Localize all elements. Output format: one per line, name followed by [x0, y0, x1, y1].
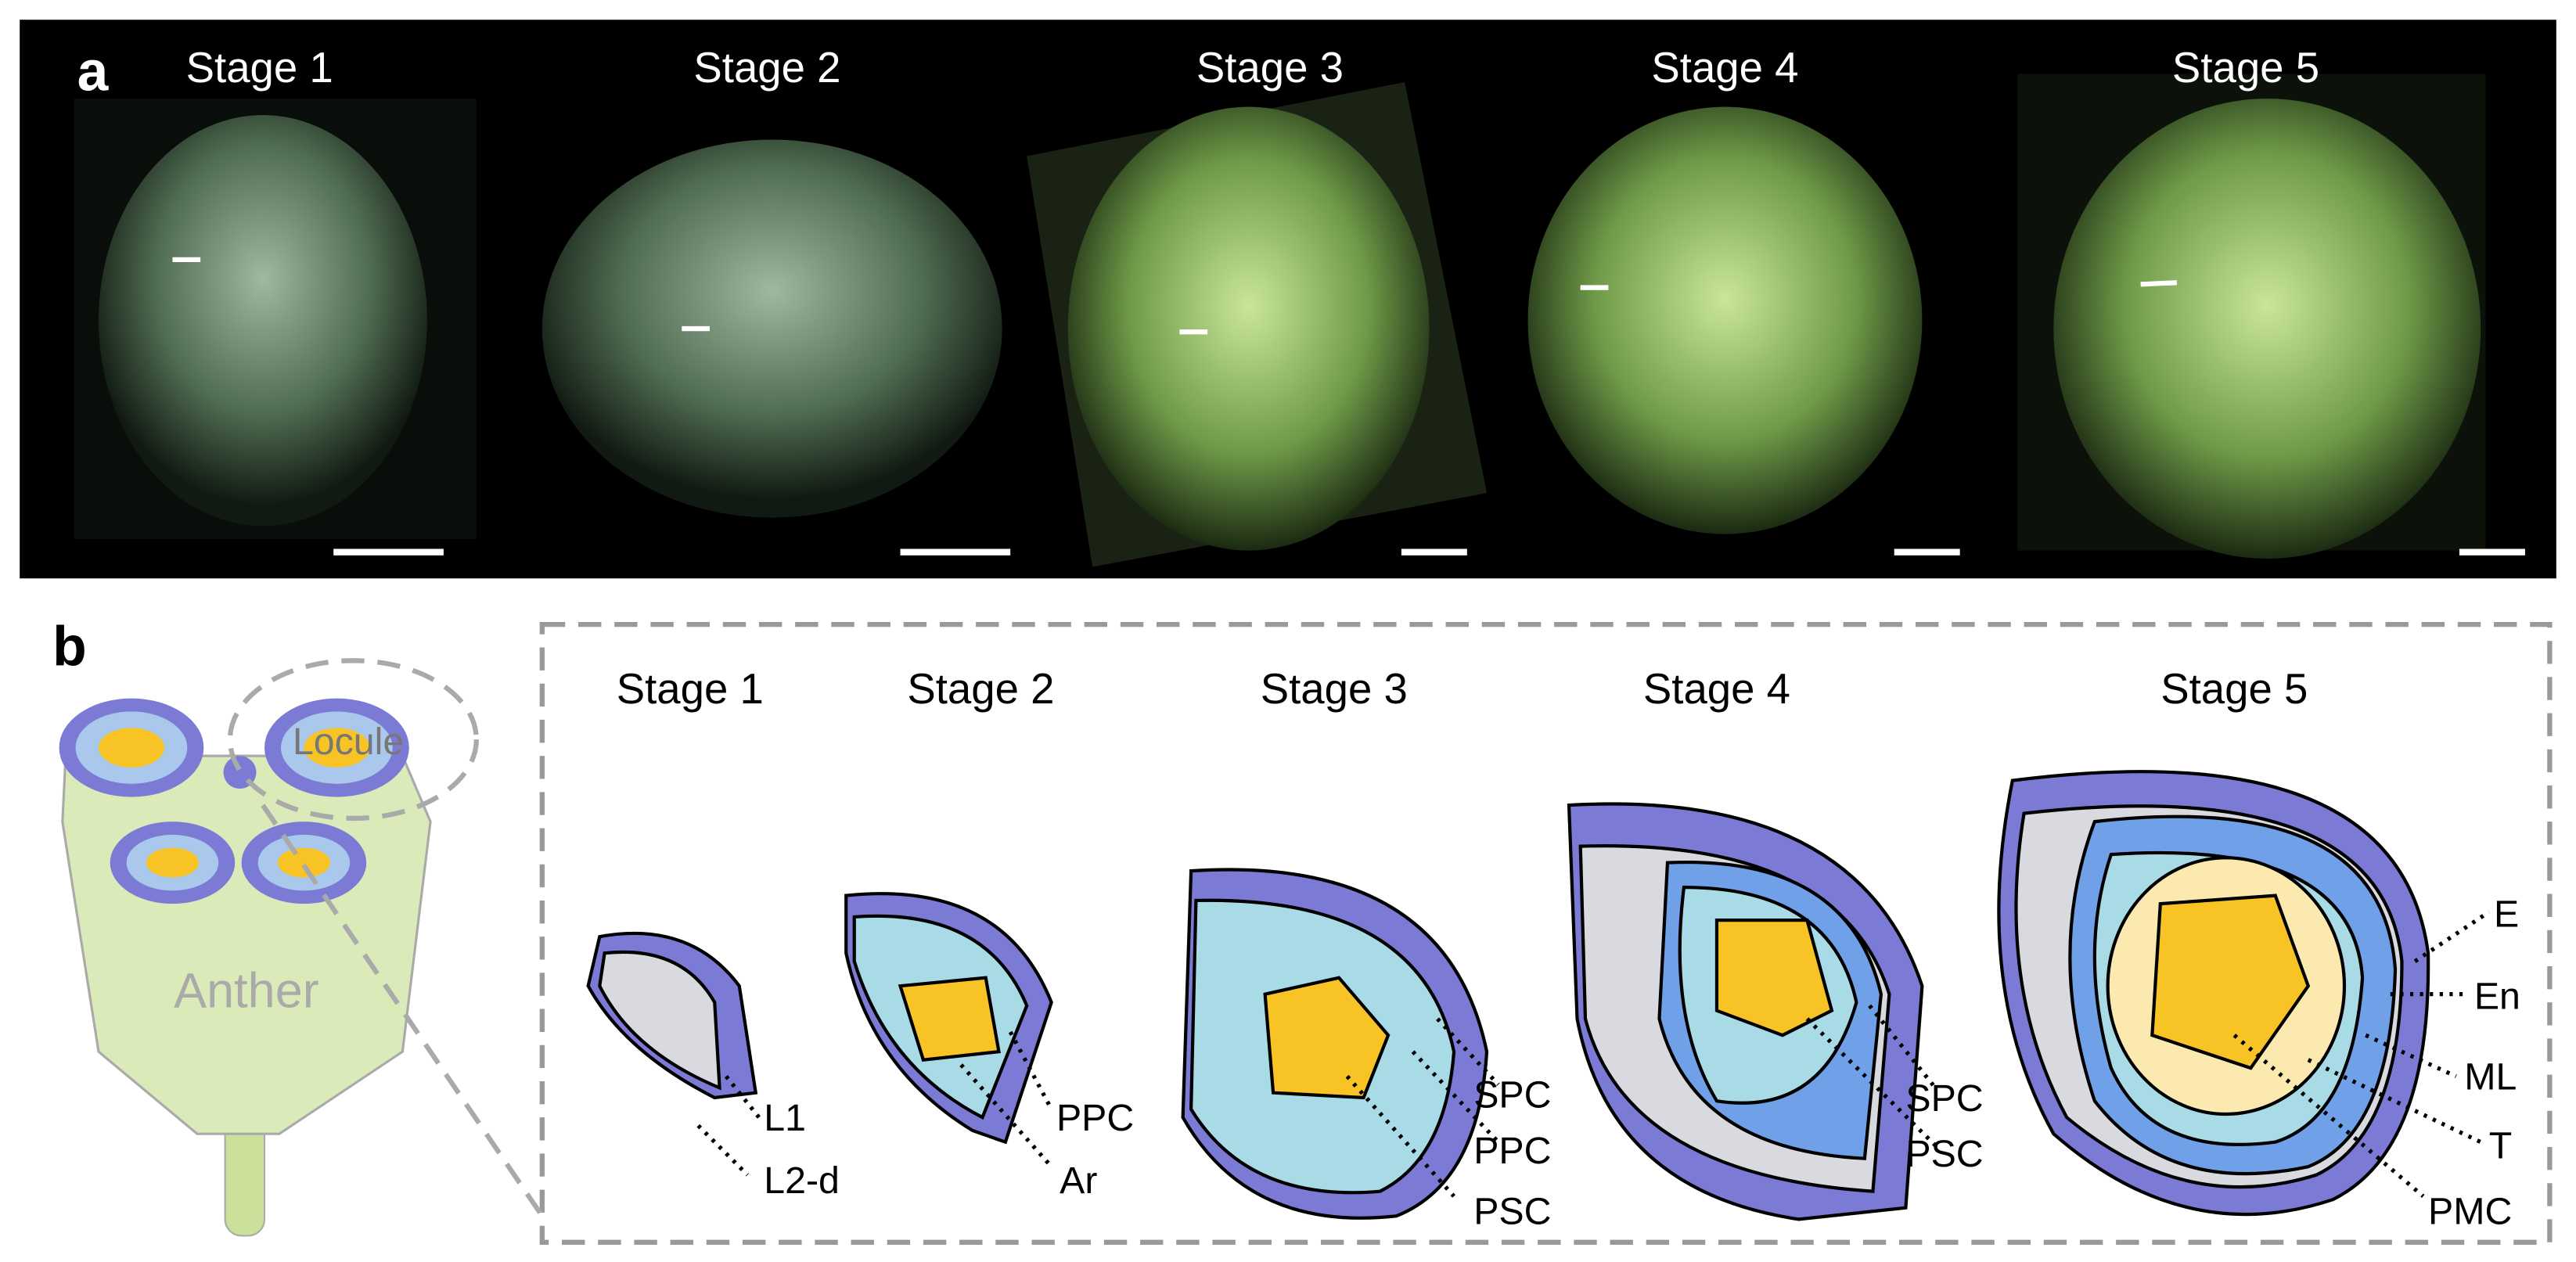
cell-label: PSC: [1905, 1133, 1983, 1175]
cell-label: PPC: [1473, 1130, 1551, 1172]
cell-diagrams: [586, 770, 2430, 1221]
stage-title: Stage 5: [2172, 44, 2319, 92]
anther-label: Anther: [174, 963, 319, 1018]
anther-drawing: [59, 658, 545, 1237]
stage-title: Stage 3: [1196, 44, 1344, 92]
cell-label: PMC: [2428, 1191, 2512, 1233]
cell-label: PPC: [1056, 1097, 1134, 1139]
cell-label: PSC: [1473, 1191, 1551, 1233]
stage-title: Stage 4: [1651, 44, 1798, 92]
panel-label: a: [77, 41, 110, 103]
cell-label: Ar: [1060, 1160, 1097, 1202]
stage-title: Stage 2: [907, 665, 1054, 713]
stage-title: Stage 4: [1643, 665, 1790, 713]
cell-label: ML: [2464, 1055, 2517, 1098]
cell-label: SPC: [1905, 1077, 1983, 1120]
cell-label: L1: [764, 1097, 806, 1139]
stage-title: Stage 5: [2160, 665, 2308, 713]
photos: [74, 74, 2486, 567]
stage-title: Stage 1: [617, 665, 764, 713]
zoom-box: [539, 621, 2553, 1245]
cell-label: SPC: [1473, 1074, 1551, 1116]
stage-title: Stage 3: [1261, 665, 1408, 713]
stage-title: Stage 1: [186, 44, 333, 92]
leader-lines: [696, 910, 2491, 1198]
cell-label: L2-d: [764, 1160, 840, 1202]
panel-label: b: [52, 616, 87, 678]
cell-label: E: [2494, 893, 2519, 936]
locule-label: Locule: [293, 721, 404, 763]
stage-title: Stage 2: [693, 44, 840, 92]
arrows: [172, 257, 2177, 335]
cell-label: T: [2489, 1125, 2512, 1167]
cell-label: En: [2474, 976, 2520, 1018]
